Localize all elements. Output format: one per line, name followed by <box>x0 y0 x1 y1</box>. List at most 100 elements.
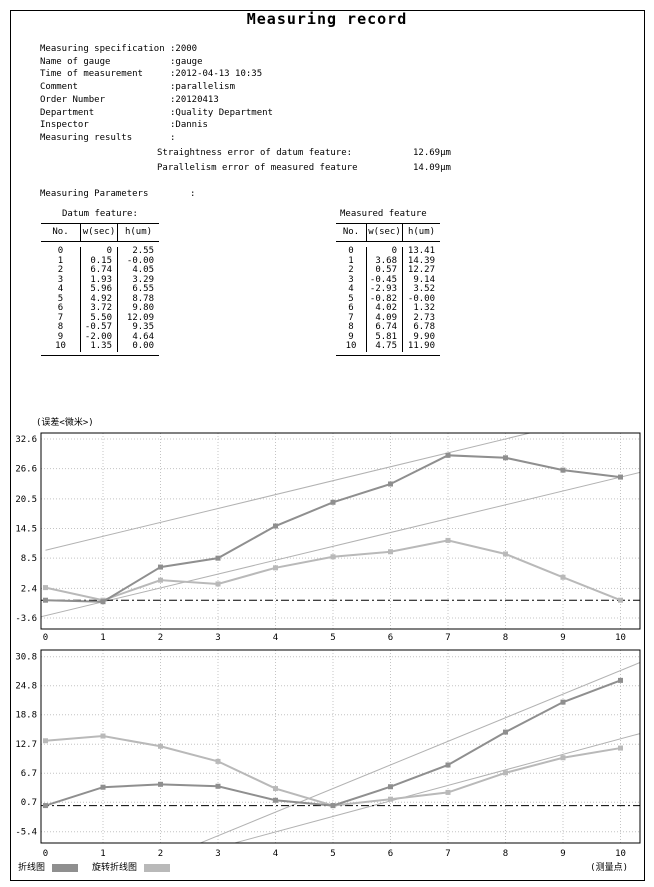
datum-feature-title: Datum feature: <box>62 209 138 219</box>
table-cell: 0 <box>348 246 354 256</box>
table-cell: 6 <box>57 303 64 313</box>
data-point-marker <box>100 784 106 790</box>
column-header: No. <box>52 227 69 237</box>
table-cell: 7 <box>57 312 64 323</box>
table-row: 10 1.35 0.00 <box>41 341 159 352</box>
chart-legend: 折线图 旋转折线图 (测量点) <box>18 860 636 876</box>
data-point-marker <box>560 574 566 580</box>
table-cell: 1 <box>348 255 354 266</box>
y-tick-label: 2.4 <box>21 584 37 594</box>
data-point-marker <box>158 781 163 787</box>
table-row: 3 1.93 3.29 <box>41 274 159 285</box>
x-tick-label: 7 <box>445 633 450 643</box>
table-row: 2 6.74 4.05 <box>41 265 159 276</box>
x-tick-label: 8 <box>503 849 508 859</box>
x-tick-label: 2 <box>158 633 163 643</box>
result-row: Parallelism error of measured feature 14.… <box>157 161 577 176</box>
table-cell: 3 <box>348 274 354 285</box>
field-row: Order Number:20120413 <box>40 94 273 107</box>
table-cell: 9.14 <box>402 275 440 285</box>
field-row: Name of gauge:gauge <box>40 56 273 69</box>
data-point-marker <box>43 597 48 603</box>
result-label: Straightness error of datum feature: <box>157 148 353 158</box>
data-point-marker <box>273 797 278 803</box>
table-cell: 13.41 <box>402 246 440 257</box>
x-tick-label: 0 <box>43 633 48 643</box>
table-row: 6 4.02 1.32 <box>336 303 440 314</box>
data-point-marker <box>158 564 163 570</box>
table-cell: 1.93 <box>80 275 117 285</box>
x-tick-label: 0 <box>43 849 48 859</box>
column-header: w(sec) <box>80 224 117 241</box>
table-cell: -0.00 <box>117 256 159 266</box>
x-tick-label: 1 <box>100 849 105 859</box>
table-cell: 3.29 <box>117 275 159 285</box>
data-point-marker <box>43 585 48 591</box>
table-cell: 9 <box>348 331 354 342</box>
field-row: Comment:parallelism <box>40 81 273 94</box>
x-tick-label: 4 <box>273 633 278 643</box>
table-row: 8 6.74 6.78 <box>336 322 440 333</box>
y-tick-label: -3.6 <box>15 614 37 624</box>
data-point-marker <box>215 555 221 561</box>
series-line <box>45 679 621 807</box>
data-point-marker <box>503 455 508 461</box>
table-cell: 3.52 <box>402 284 440 295</box>
table-cell: 11.90 <box>402 341 440 352</box>
table-row: 5 4.92 8.78 <box>41 293 159 304</box>
table-row: 2 0.57 12.27 <box>336 265 440 276</box>
y-tick-label: -5.4 <box>15 828 37 838</box>
field-value: :Dannis <box>170 120 208 131</box>
x-tick-label: 5 <box>330 633 335 643</box>
data-point-marker <box>560 755 566 761</box>
field-row: Time of measurement:2012-04-13 10:35 <box>40 68 273 81</box>
table-cell: 6.74 <box>366 322 402 333</box>
data-point-marker <box>273 523 278 529</box>
table-cell: 14.39 <box>402 256 440 266</box>
table-cell: 3.68 <box>366 256 402 266</box>
table-row: 1 3.68 14.39 <box>336 255 440 266</box>
table-cell: 5.96 <box>80 284 117 295</box>
table-row: 0 0 13.41 <box>336 246 440 257</box>
table-cell: -0.82 <box>366 294 402 304</box>
envelope-line <box>235 733 640 843</box>
table-cell: 0 <box>80 246 117 257</box>
y-tick-label: 20.5 <box>15 495 37 505</box>
y-tick-label: 26.6 <box>15 465 37 475</box>
results-block: Straightness error of datum feature: 12.6… <box>157 146 577 176</box>
table-row: 4 -2.93 3.52 <box>336 284 440 295</box>
table-cell: 5 <box>57 293 64 304</box>
x-tick-label: 9 <box>560 849 565 859</box>
table-cell: 5 <box>348 293 354 304</box>
data-point-marker <box>215 581 221 587</box>
column-header: h(um) <box>402 224 440 241</box>
data-point-marker <box>445 762 451 768</box>
field-row: Department:Quality Department <box>40 107 273 120</box>
table-cell: 8 <box>57 322 64 332</box>
table-row: 6 3.72 9.80 <box>41 303 159 314</box>
legend-swatch <box>144 863 171 872</box>
data-point-marker <box>503 770 508 776</box>
table-cell: 8.78 <box>117 294 159 304</box>
data-point-marker <box>388 549 393 555</box>
data-point-marker <box>158 577 163 583</box>
field-label: Measuring specification <box>40 44 165 54</box>
y-tick-label: 18.8 <box>15 711 37 721</box>
data-point-marker <box>445 452 451 458</box>
legend-label: 旋转折线图 <box>92 863 138 873</box>
table-cell: 1.35 <box>80 341 117 352</box>
field-value: :2000 <box>170 44 198 54</box>
result-value: 12.69μm <box>413 148 451 158</box>
table-cell: 3 <box>57 274 64 285</box>
x-tick-label: 10 <box>615 849 626 859</box>
data-point-marker <box>100 599 106 605</box>
table-cell: 4.02 <box>366 303 402 314</box>
y-axis-unit-label: (误差<微米>) <box>36 416 94 428</box>
table-cell: 2 <box>348 265 354 275</box>
table-cell: 6.74 <box>80 265 117 276</box>
field-row: Measuring results: <box>40 132 273 145</box>
data-point-marker <box>100 733 106 739</box>
table-cell: 6 <box>348 303 354 313</box>
table-cell: 10 <box>345 341 357 351</box>
field-value: :2012-04-13 10:35 <box>170 69 263 80</box>
